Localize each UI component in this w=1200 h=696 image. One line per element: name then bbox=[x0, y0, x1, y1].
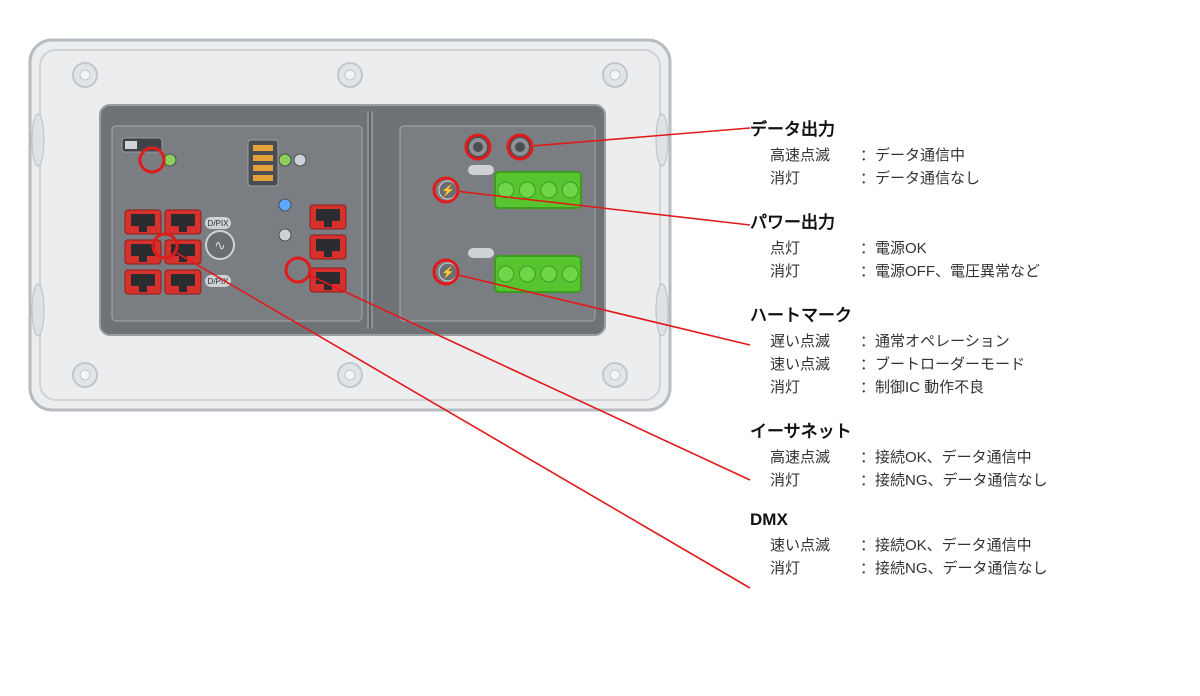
led-icon bbox=[279, 229, 291, 241]
callout-title: イーサネット bbox=[750, 417, 1180, 442]
callout-title: データ出力 bbox=[750, 115, 1180, 140]
svg-text:⚡: ⚡ bbox=[441, 184, 455, 197]
callout-line: 点灯：電源OK bbox=[770, 237, 1180, 258]
callout-data-output: データ出力 高速点滅：データ通信中 消灯：データ通信なし bbox=[750, 115, 1180, 188]
led-icon bbox=[279, 199, 291, 211]
svg-text:D/PIX: D/PIX bbox=[208, 219, 230, 228]
callout-dmx: DMX 速い点滅：接続OK、データ通信中 消灯：接続NG、データ通信なし bbox=[750, 510, 1180, 578]
callout-ethernet: イーサネット 高速点滅：接続OK、データ通信中 消灯：接続NG、データ通信なし bbox=[750, 417, 1180, 490]
callout-line: 消灯：制御IC 動作不良 bbox=[770, 376, 1180, 397]
callout-title: ハートマーク bbox=[750, 301, 1180, 326]
callout-power-output: パワー出力 点灯：電源OK 消灯：電源OFF、電圧異常など bbox=[750, 208, 1180, 281]
callout-line: 消灯：電源OFF、電圧異常など bbox=[770, 260, 1180, 281]
callout-title: パワー出力 bbox=[750, 208, 1180, 233]
callout-line: 速い点滅：ブートローダーモード bbox=[770, 353, 1180, 374]
led-icon bbox=[164, 154, 176, 166]
callout-line: 消灯：接続NG、データ通信なし bbox=[770, 469, 1180, 490]
led-icon bbox=[279, 154, 291, 166]
callout-line: 高速点滅：接続OK、データ通信中 bbox=[770, 446, 1180, 467]
callout-title: DMX bbox=[750, 510, 1180, 530]
callout-line: 速い点滅：接続OK、データ通信中 bbox=[770, 534, 1180, 555]
callout-line: 消灯：データ通信なし bbox=[770, 167, 1180, 188]
callout-line: 遅い点滅：通常オペレーション bbox=[770, 330, 1180, 351]
callout-line: 消灯：接続NG、データ通信なし bbox=[770, 557, 1180, 578]
callout-heart-mark: ハートマーク 遅い点滅：通常オペレーション 速い点滅：ブートローダーモード 消灯… bbox=[750, 301, 1180, 397]
svg-text:⚡: ⚡ bbox=[441, 266, 455, 279]
svg-text:∿: ∿ bbox=[214, 237, 226, 253]
led-icon bbox=[294, 154, 306, 166]
callout-list: データ出力 高速点滅：データ通信中 消灯：データ通信なし パワー出力 点灯：電源… bbox=[750, 115, 1180, 598]
callout-line: 高速点滅：データ通信中 bbox=[770, 144, 1180, 165]
